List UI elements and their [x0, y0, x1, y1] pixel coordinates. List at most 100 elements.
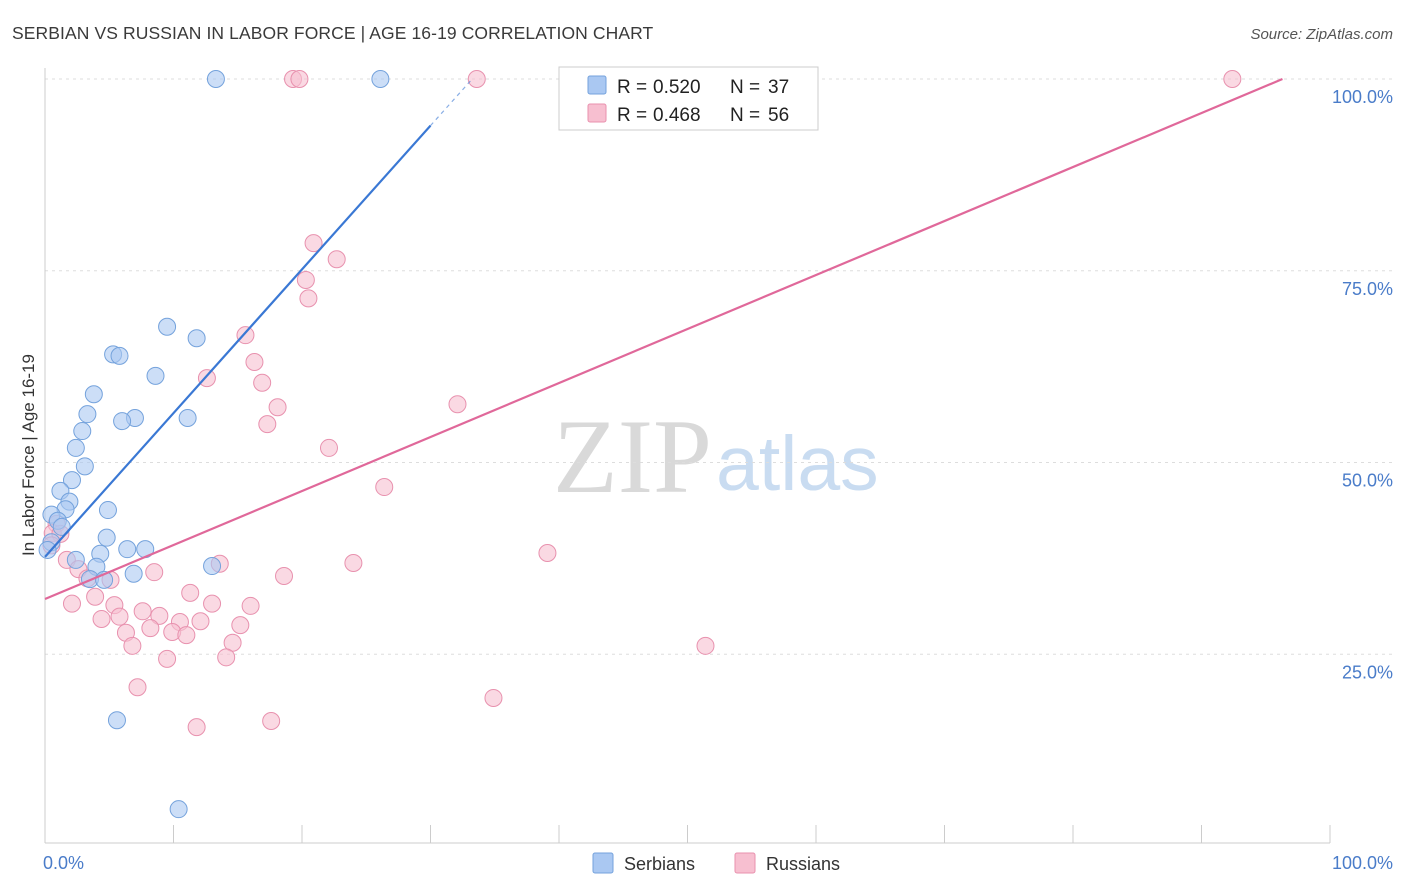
legend-r-label-russians: R =	[617, 105, 647, 126]
legend-n-label-serbians: N =	[730, 77, 760, 98]
russians-point	[197, 369, 216, 388]
serbians-point	[38, 540, 57, 559]
serbians-point	[98, 501, 117, 520]
russians-point	[236, 326, 255, 345]
y-axis-label: In Labor Force | Age 16-19	[19, 354, 38, 556]
watermark: ZIP atlas	[553, 398, 879, 515]
russians-point	[304, 234, 323, 253]
serbians-point	[124, 564, 143, 583]
serbians-point	[52, 517, 71, 536]
russians-point	[62, 594, 81, 613]
serbians-point	[73, 422, 92, 441]
legend-swatch-serbians	[587, 75, 607, 95]
legend-n-label-russians: N =	[730, 105, 760, 126]
bottom-legend: Serbians Russians	[592, 852, 840, 874]
russians-point	[1223, 70, 1242, 88]
russians-point	[327, 250, 346, 269]
x-tick-label: 100.0%	[1332, 853, 1393, 873]
serbians-trend-line	[44, 124, 432, 558]
russians-point	[158, 649, 177, 668]
serbians-point	[66, 438, 85, 457]
russians-point	[177, 626, 196, 645]
serbians-point	[110, 346, 129, 365]
russians-point	[696, 636, 715, 655]
russians-point	[467, 70, 486, 88]
serbians-point	[97, 528, 116, 547]
russians-point	[92, 609, 111, 628]
bottom-legend-label-russians: Russians	[766, 854, 840, 874]
russians-point	[258, 415, 277, 434]
serbians-point	[113, 412, 132, 431]
serbians-point	[158, 317, 177, 336]
trend-layer	[44, 78, 1283, 601]
serbians-trend-extension	[430, 80, 471, 127]
russians-point	[319, 438, 338, 457]
russians-point	[145, 563, 164, 582]
russians-point	[141, 619, 160, 638]
russians-point	[110, 607, 129, 626]
legend-r-label-serbians: R =	[617, 77, 647, 98]
russians-point	[268, 398, 287, 417]
russians-point	[191, 612, 210, 631]
tick-label-layer: 100.0% 75.0% 50.0% 25.0% 0.0% 100.0%	[43, 87, 1393, 873]
serbians-point	[107, 711, 126, 730]
chart-title: SERBIAN VS RUSSIAN IN LABOR FORCE | AGE …	[12, 23, 654, 43]
serbians-point	[169, 800, 188, 819]
serbians-point	[178, 409, 197, 428]
serbians-point	[206, 70, 225, 88]
points-layer	[38, 70, 1242, 819]
russians-point	[181, 583, 200, 602]
x-tick-label: 0.0%	[43, 853, 84, 873]
bottom-legend-swatch-russians	[734, 852, 756, 874]
russians-point	[375, 478, 394, 497]
watermark-atlas: atlas	[716, 421, 879, 507]
legend-n-value-serbians: 37	[768, 77, 789, 98]
serbians-point	[66, 550, 85, 569]
russians-trend-line	[44, 78, 1283, 601]
serbians-point	[118, 540, 137, 559]
watermark-zip: ZIP	[553, 398, 712, 515]
serbians-point	[187, 329, 206, 348]
chart-source: Source: ZipAtlas.com	[1250, 26, 1393, 43]
russians-point	[187, 718, 206, 737]
serbians-point	[78, 405, 97, 424]
russians-point	[484, 688, 503, 707]
y-tick-label: 75.0%	[1342, 279, 1393, 299]
russians-point	[299, 289, 318, 308]
russians-point	[253, 373, 272, 392]
russians-point	[150, 606, 169, 625]
russians-point	[262, 711, 281, 730]
legend-r-value-russians: 0.468	[653, 105, 701, 126]
russians-point	[275, 567, 294, 586]
russians-point	[344, 553, 363, 572]
serbians-point	[146, 366, 165, 385]
russians-point	[128, 678, 147, 697]
serbians-point	[203, 557, 222, 576]
serbians-point	[62, 471, 81, 490]
russians-point	[538, 544, 557, 563]
legend-box: R = 0.520 N = 37 R = 0.468 N = 56	[558, 66, 819, 131]
russians-point	[245, 353, 264, 372]
serbians-point	[75, 457, 94, 476]
russians-point	[290, 70, 309, 88]
serbians-point	[371, 70, 390, 88]
russians-point	[241, 596, 260, 615]
y-tick-label: 100.0%	[1332, 87, 1393, 107]
russians-point	[203, 594, 222, 613]
russians-point	[123, 636, 142, 655]
russians-point	[296, 270, 315, 289]
bottom-legend-swatch-serbians	[592, 852, 614, 874]
russians-point	[231, 616, 250, 635]
russians-point	[448, 395, 467, 414]
bottom-legend-label-serbians: Serbians	[624, 854, 695, 874]
legend-r-value-serbians: 0.520	[653, 77, 701, 98]
russians-point	[86, 587, 105, 606]
russians-point	[133, 602, 152, 621]
russians-point	[217, 648, 236, 667]
legend-swatch-russians	[587, 103, 607, 123]
y-tick-label: 25.0%	[1342, 662, 1393, 682]
axis-layer	[44, 68, 1331, 844]
legend-n-value-russians: 56	[768, 105, 789, 126]
y-tick-label: 50.0%	[1342, 471, 1393, 491]
serbians-point	[84, 385, 103, 404]
